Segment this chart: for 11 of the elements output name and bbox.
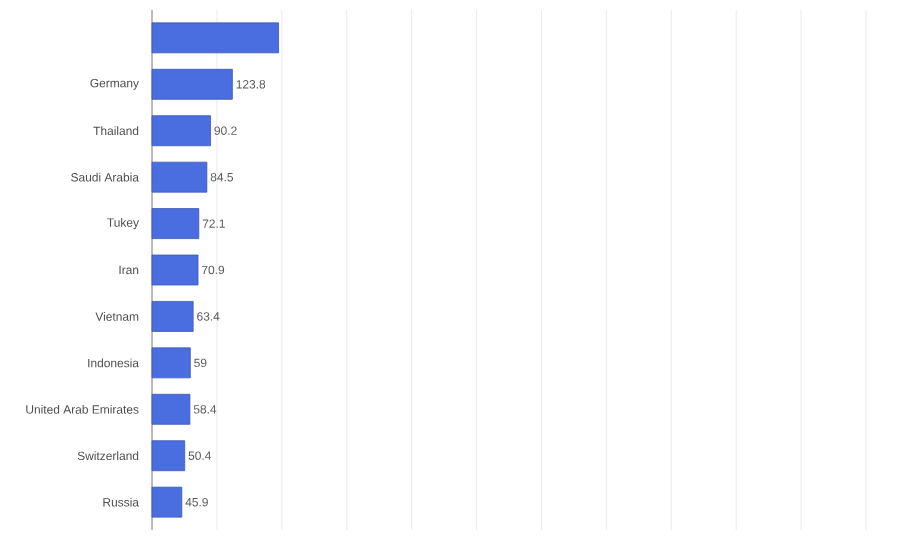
bar	[151, 486, 183, 518]
bar	[151, 347, 191, 379]
bar	[151, 68, 233, 100]
bar	[151, 254, 199, 286]
bar	[151, 115, 211, 147]
bar	[151, 22, 279, 54]
bar	[151, 208, 200, 239]
bar	[151, 161, 208, 193]
bar	[151, 393, 191, 425]
bar	[151, 301, 194, 332]
bar	[151, 440, 186, 472]
